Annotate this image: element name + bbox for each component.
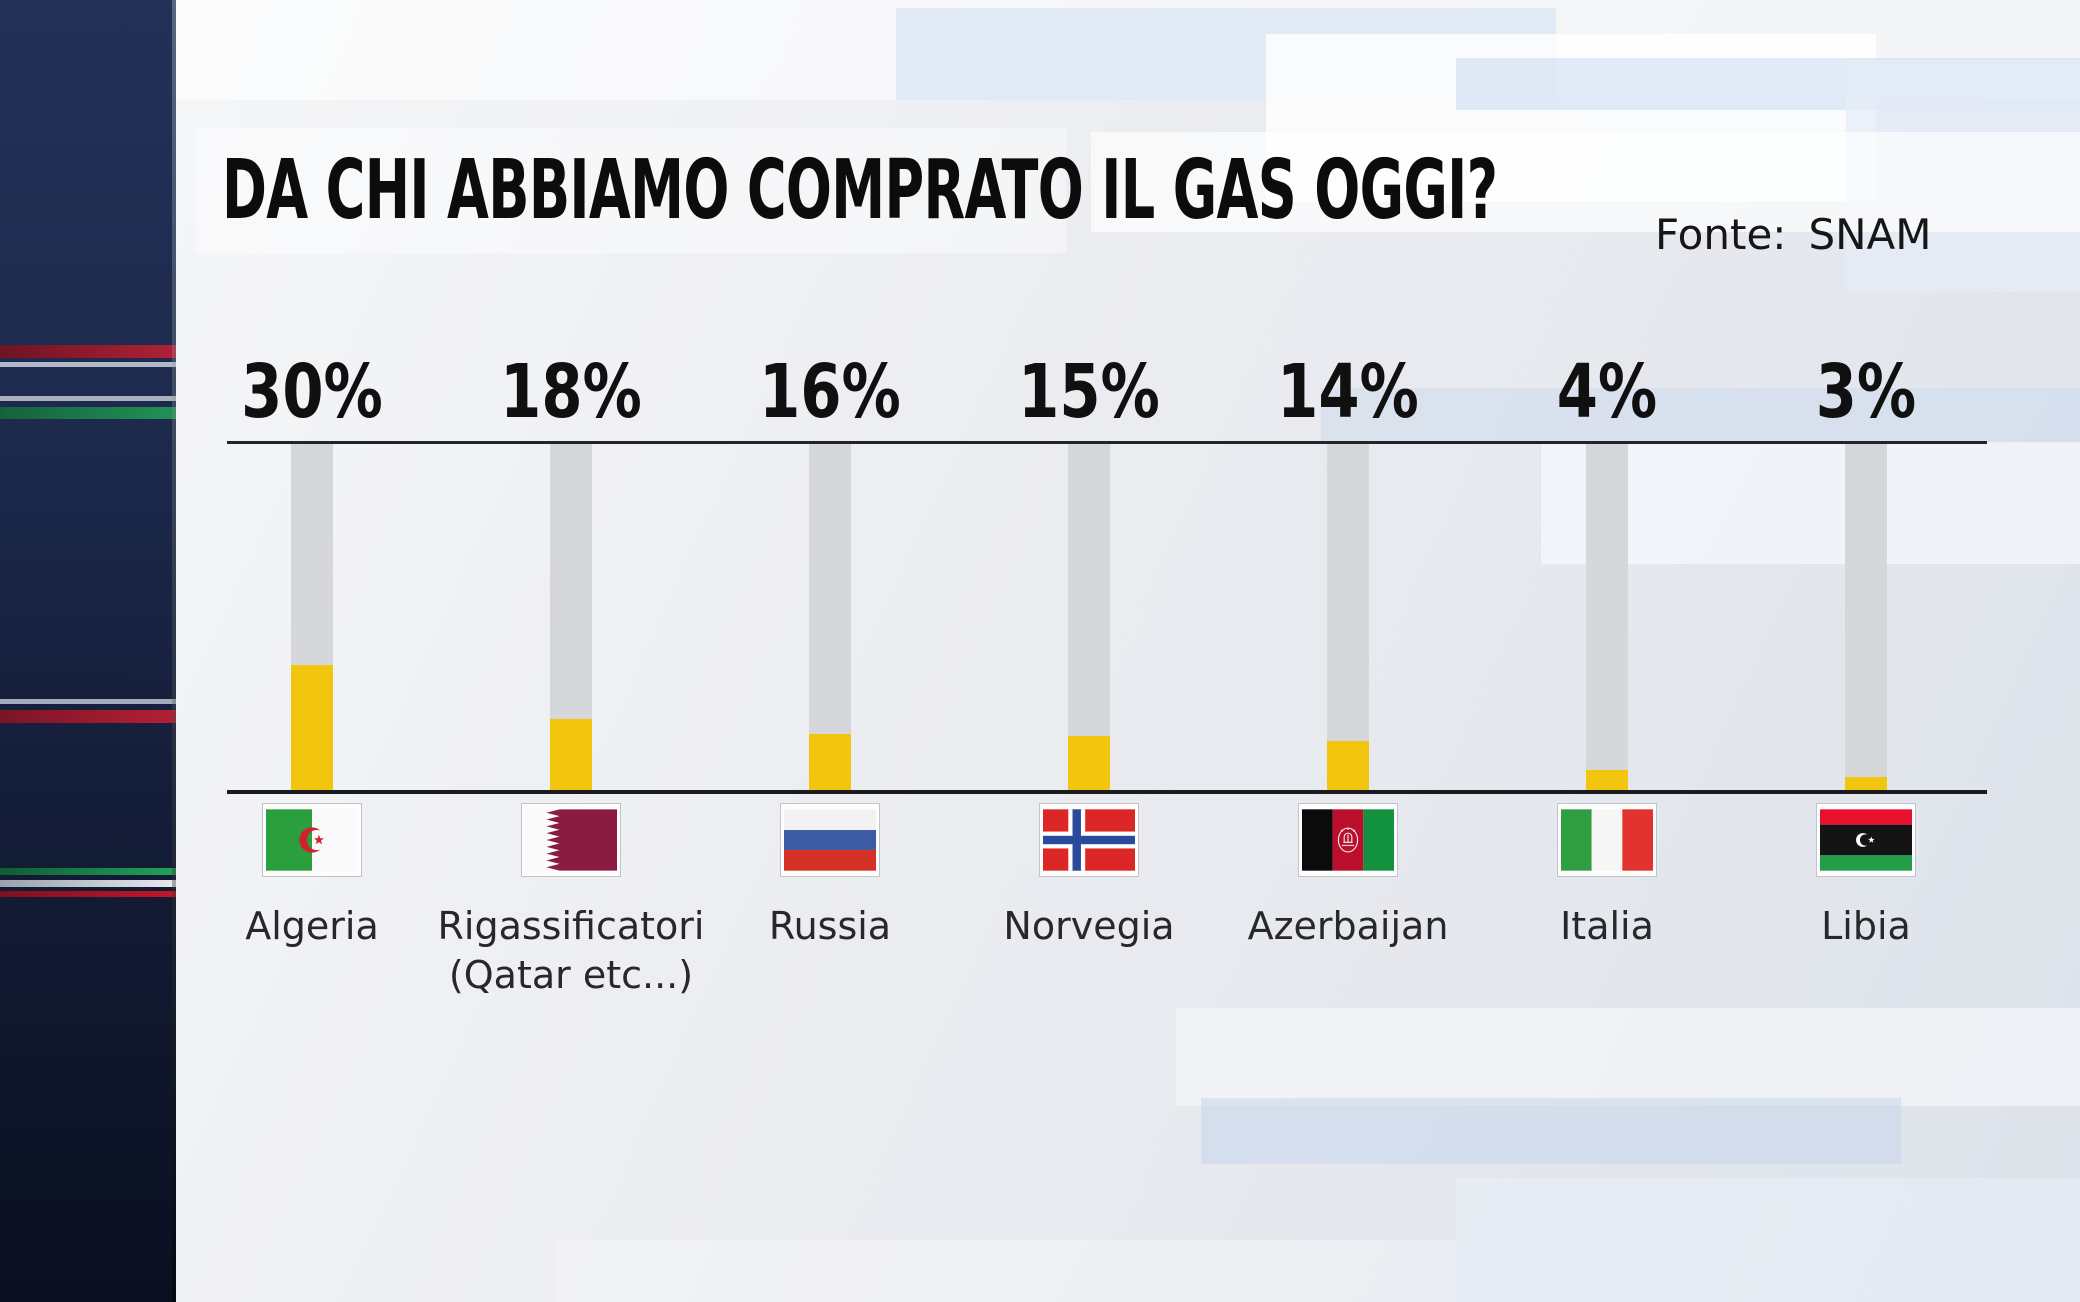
- source-value: SNAM: [1808, 210, 1932, 259]
- country-label-line: Norvegia: [1003, 904, 1175, 948]
- axis-line-top: [227, 441, 1987, 444]
- bg-panel: [196, 128, 1066, 253]
- page-title: DA CHI ABBIAMO COMPRATO IL GAS OGGI?: [222, 143, 1498, 238]
- bg-panel: [1321, 388, 2080, 444]
- flag-libya: [1816, 803, 1916, 877]
- sidebar-edge-highlight: [172, 0, 176, 1302]
- flag-italy: [1557, 803, 1657, 877]
- bar-fill: [1586, 770, 1628, 790]
- bg-panel: [1091, 132, 2080, 232]
- source-credit: Fonte: SNAM: [1655, 210, 1931, 259]
- bar-fill: [291, 665, 333, 790]
- bar-track: [550, 444, 592, 790]
- bg-panel: [1541, 442, 2080, 564]
- sidebar-stripe-white: [0, 699, 176, 704]
- bar-track: [1327, 444, 1369, 790]
- bar-track: [291, 444, 333, 790]
- bar-fill: [1845, 777, 1887, 790]
- bar-track: [1845, 444, 1887, 790]
- bar-fill: [550, 719, 592, 790]
- sidebar-stripe-white: [0, 362, 176, 367]
- sidebar-stripe-red: [0, 345, 176, 358]
- bar-value-label: 15%: [1018, 349, 1160, 435]
- country-label: Azerbaijan: [1183, 902, 1513, 951]
- flag-algeria: [262, 803, 362, 877]
- country-label: Rigassificatori (Qatar etc...): [406, 902, 736, 1001]
- bar-fill: [1068, 736, 1110, 790]
- bg-panel: [556, 1240, 1456, 1302]
- sidebar-stripe-white: [0, 396, 176, 401]
- country-label: Norvegia: [924, 902, 1254, 951]
- bar-value-label: 4%: [1556, 349, 1658, 435]
- bar-fill: [1327, 741, 1369, 790]
- bar-column: 15% Norvegia: [959, 0, 1219, 1302]
- country-label-line: Algeria: [245, 904, 379, 948]
- bar-column: 14% Azerbaijan: [1218, 0, 1478, 1302]
- country-label-line: Italia: [1560, 904, 1654, 948]
- bar-value-label: 14%: [1277, 349, 1419, 435]
- flag-afghanistan: [1298, 803, 1398, 877]
- sidebar-stripe-red: [0, 891, 176, 897]
- sidebar-stripe-green: [0, 407, 176, 419]
- axis-line-bottom: [227, 790, 1987, 794]
- bar-column: 4% Italia: [1477, 0, 1737, 1302]
- background-layer: [176, 0, 2080, 1302]
- country-label-line: Rigassificatori: [437, 904, 705, 948]
- bar-column: 18% Rigassificatori (Qatar etc...): [438, 0, 705, 1302]
- source-label: Fonte:: [1655, 210, 1787, 259]
- bar-track: [809, 444, 851, 790]
- bar-track: [1586, 444, 1628, 790]
- bar-value-label: 18%: [500, 349, 642, 435]
- bar-value-label: 3%: [1815, 349, 1917, 435]
- flag-norway: [1039, 803, 1139, 877]
- country-label-line: Russia: [768, 904, 892, 948]
- sidebar-stripe-green: [0, 868, 176, 875]
- country-label: Russia: [665, 902, 995, 951]
- bar-track: [1068, 444, 1110, 790]
- country-label: Algeria: [147, 902, 477, 951]
- country-label-line: (Qatar etc...): [448, 953, 694, 998]
- bar-column: 30% Algeria: [182, 0, 442, 1302]
- bar-value-label: 16%: [759, 349, 901, 435]
- country-label-line: Libia: [1821, 904, 1911, 948]
- flag-russia: [780, 803, 880, 877]
- bg-panel: [1201, 1098, 1901, 1164]
- flag-qatar: [521, 803, 621, 877]
- bg-panel: [1176, 1008, 2080, 1106]
- bar-column: 3% Libia: [1736, 0, 1996, 1302]
- country-label: Italia: [1442, 902, 1772, 951]
- country-label-line: Azerbaijan: [1247, 904, 1449, 948]
- bar-value-label: 30%: [241, 349, 383, 435]
- left-sidebar: [0, 0, 176, 1302]
- sidebar-stripe-red: [0, 710, 176, 723]
- sidebar-stripe-white: [0, 880, 176, 887]
- country-label: Libia: [1701, 902, 2031, 951]
- bg-panel: [1456, 1178, 2080, 1302]
- bar-fill: [809, 734, 851, 790]
- bar-column: 16% Russia: [700, 0, 960, 1302]
